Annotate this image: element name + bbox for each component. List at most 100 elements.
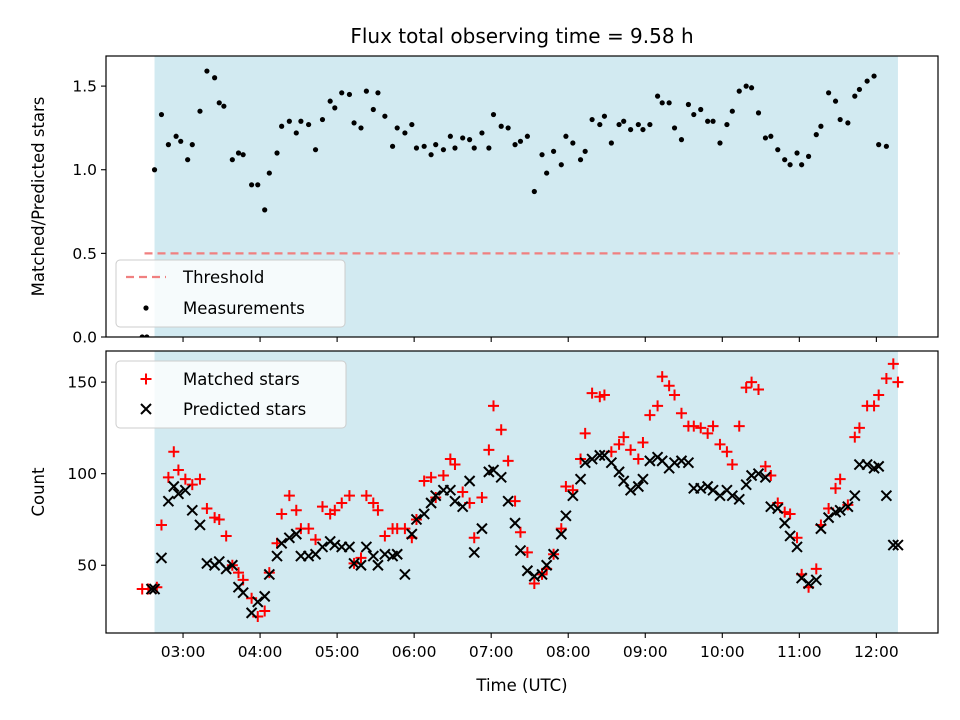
predicted-star-point xyxy=(752,467,765,480)
matched-star-point xyxy=(437,470,449,482)
matched-star-point xyxy=(746,376,758,388)
measurement-point xyxy=(363,88,369,94)
matched-star-point xyxy=(586,387,598,399)
predicted-star-point xyxy=(675,455,688,467)
measurement-point xyxy=(512,142,518,148)
measurement-point xyxy=(852,93,858,99)
matched-star-point xyxy=(495,424,507,436)
predicted-star-point xyxy=(547,548,560,560)
predicted-star-point xyxy=(476,522,488,535)
matched-star-point xyxy=(618,431,630,443)
measurement-point xyxy=(729,108,735,114)
predicted-star-point xyxy=(594,449,606,462)
measurement-point xyxy=(698,106,704,113)
matched-star-point xyxy=(707,420,719,432)
matched-star-point xyxy=(372,504,384,516)
measurement-point xyxy=(235,150,242,156)
matched-star-point xyxy=(656,371,668,383)
measurement-point xyxy=(298,118,304,124)
measurement-point xyxy=(550,148,557,154)
matched-star-point xyxy=(714,438,726,450)
predicted-star-point xyxy=(701,480,714,493)
measurement-point xyxy=(505,125,511,131)
measurement-point xyxy=(895,0,900,3)
measurement-point xyxy=(370,106,376,113)
matched-star-point xyxy=(567,484,579,496)
measurement-point xyxy=(724,121,730,128)
predicted-star-point xyxy=(842,500,854,513)
matched-star-point xyxy=(502,455,514,467)
matched-star-point xyxy=(343,490,355,502)
measurement-point xyxy=(876,142,882,148)
measurement-point xyxy=(775,147,781,153)
matched-star-point xyxy=(880,372,892,384)
matched-star-point xyxy=(329,504,341,516)
measurement-point xyxy=(158,111,165,118)
measurement-point xyxy=(762,135,769,141)
matched-star-point xyxy=(873,389,885,401)
predicted-star-point xyxy=(237,587,249,599)
matched-star-point xyxy=(509,495,521,507)
matched-star-point xyxy=(355,552,367,564)
predicted-star-point xyxy=(892,539,904,551)
measurement-point xyxy=(544,170,550,176)
predicted-star-point xyxy=(162,495,175,507)
measurement-point xyxy=(710,118,716,124)
x-axis-label: Time (UTC) xyxy=(475,676,567,695)
y-tick-label: 0.0 xyxy=(72,329,97,347)
matched-star-point xyxy=(688,420,700,432)
matched-star-point xyxy=(220,530,232,542)
predicted-star-point xyxy=(849,489,861,502)
matched-star-point xyxy=(721,446,733,458)
predicted-star-point xyxy=(682,456,695,469)
matched-star-point xyxy=(791,532,803,544)
matched-star-point xyxy=(168,446,180,458)
predicted-star-point xyxy=(822,511,835,524)
predicted-star-point xyxy=(275,537,288,549)
predicted-star-point xyxy=(772,502,784,515)
measurement-point xyxy=(351,120,357,126)
measurement-point xyxy=(240,152,246,158)
measurement-point xyxy=(467,137,473,143)
x-tick-label: 12:00 xyxy=(854,643,899,661)
measurement-point xyxy=(659,100,665,106)
measurement-point xyxy=(255,182,261,188)
matched-star-point xyxy=(652,400,664,412)
predicted-star-point xyxy=(220,563,232,575)
matched-star-point xyxy=(555,523,567,535)
measurement-point xyxy=(178,138,184,144)
predicted-star-point xyxy=(540,559,553,571)
measurement-point xyxy=(826,90,832,96)
predicted-star-point xyxy=(617,475,630,487)
measurement-point xyxy=(845,120,851,126)
measurement-point xyxy=(319,116,326,123)
measurement-point xyxy=(151,167,158,173)
matched-star-point xyxy=(868,400,880,412)
measurement-point xyxy=(805,153,812,159)
matched-star-point xyxy=(162,471,174,483)
measurement-point xyxy=(577,157,584,163)
predicted-star-point xyxy=(226,559,239,571)
measurement-point xyxy=(768,133,774,139)
measurement-point xyxy=(375,90,381,96)
predicted-star-point xyxy=(784,530,796,542)
measurement-point xyxy=(743,83,749,89)
matched-star-point xyxy=(740,382,752,394)
measurement-point xyxy=(452,145,458,151)
predicted-star-point xyxy=(872,460,885,473)
predicted-star-point xyxy=(579,456,591,469)
measurement-point xyxy=(517,138,524,144)
predicted-star-point xyxy=(632,480,645,493)
x-tick-label: 10:00 xyxy=(700,643,745,661)
predicted-star-point xyxy=(245,607,258,619)
measurement-point xyxy=(601,113,608,119)
measurement-point xyxy=(755,110,762,116)
matched-star-point xyxy=(753,383,765,395)
predicted-star-point xyxy=(283,532,296,544)
predicted-star-point xyxy=(399,568,411,581)
legend-predicted-swatch xyxy=(140,403,152,415)
measurement-point xyxy=(274,150,280,156)
matched-star-point xyxy=(399,523,411,535)
measurement-point xyxy=(490,111,497,118)
measurement-point xyxy=(871,73,877,79)
